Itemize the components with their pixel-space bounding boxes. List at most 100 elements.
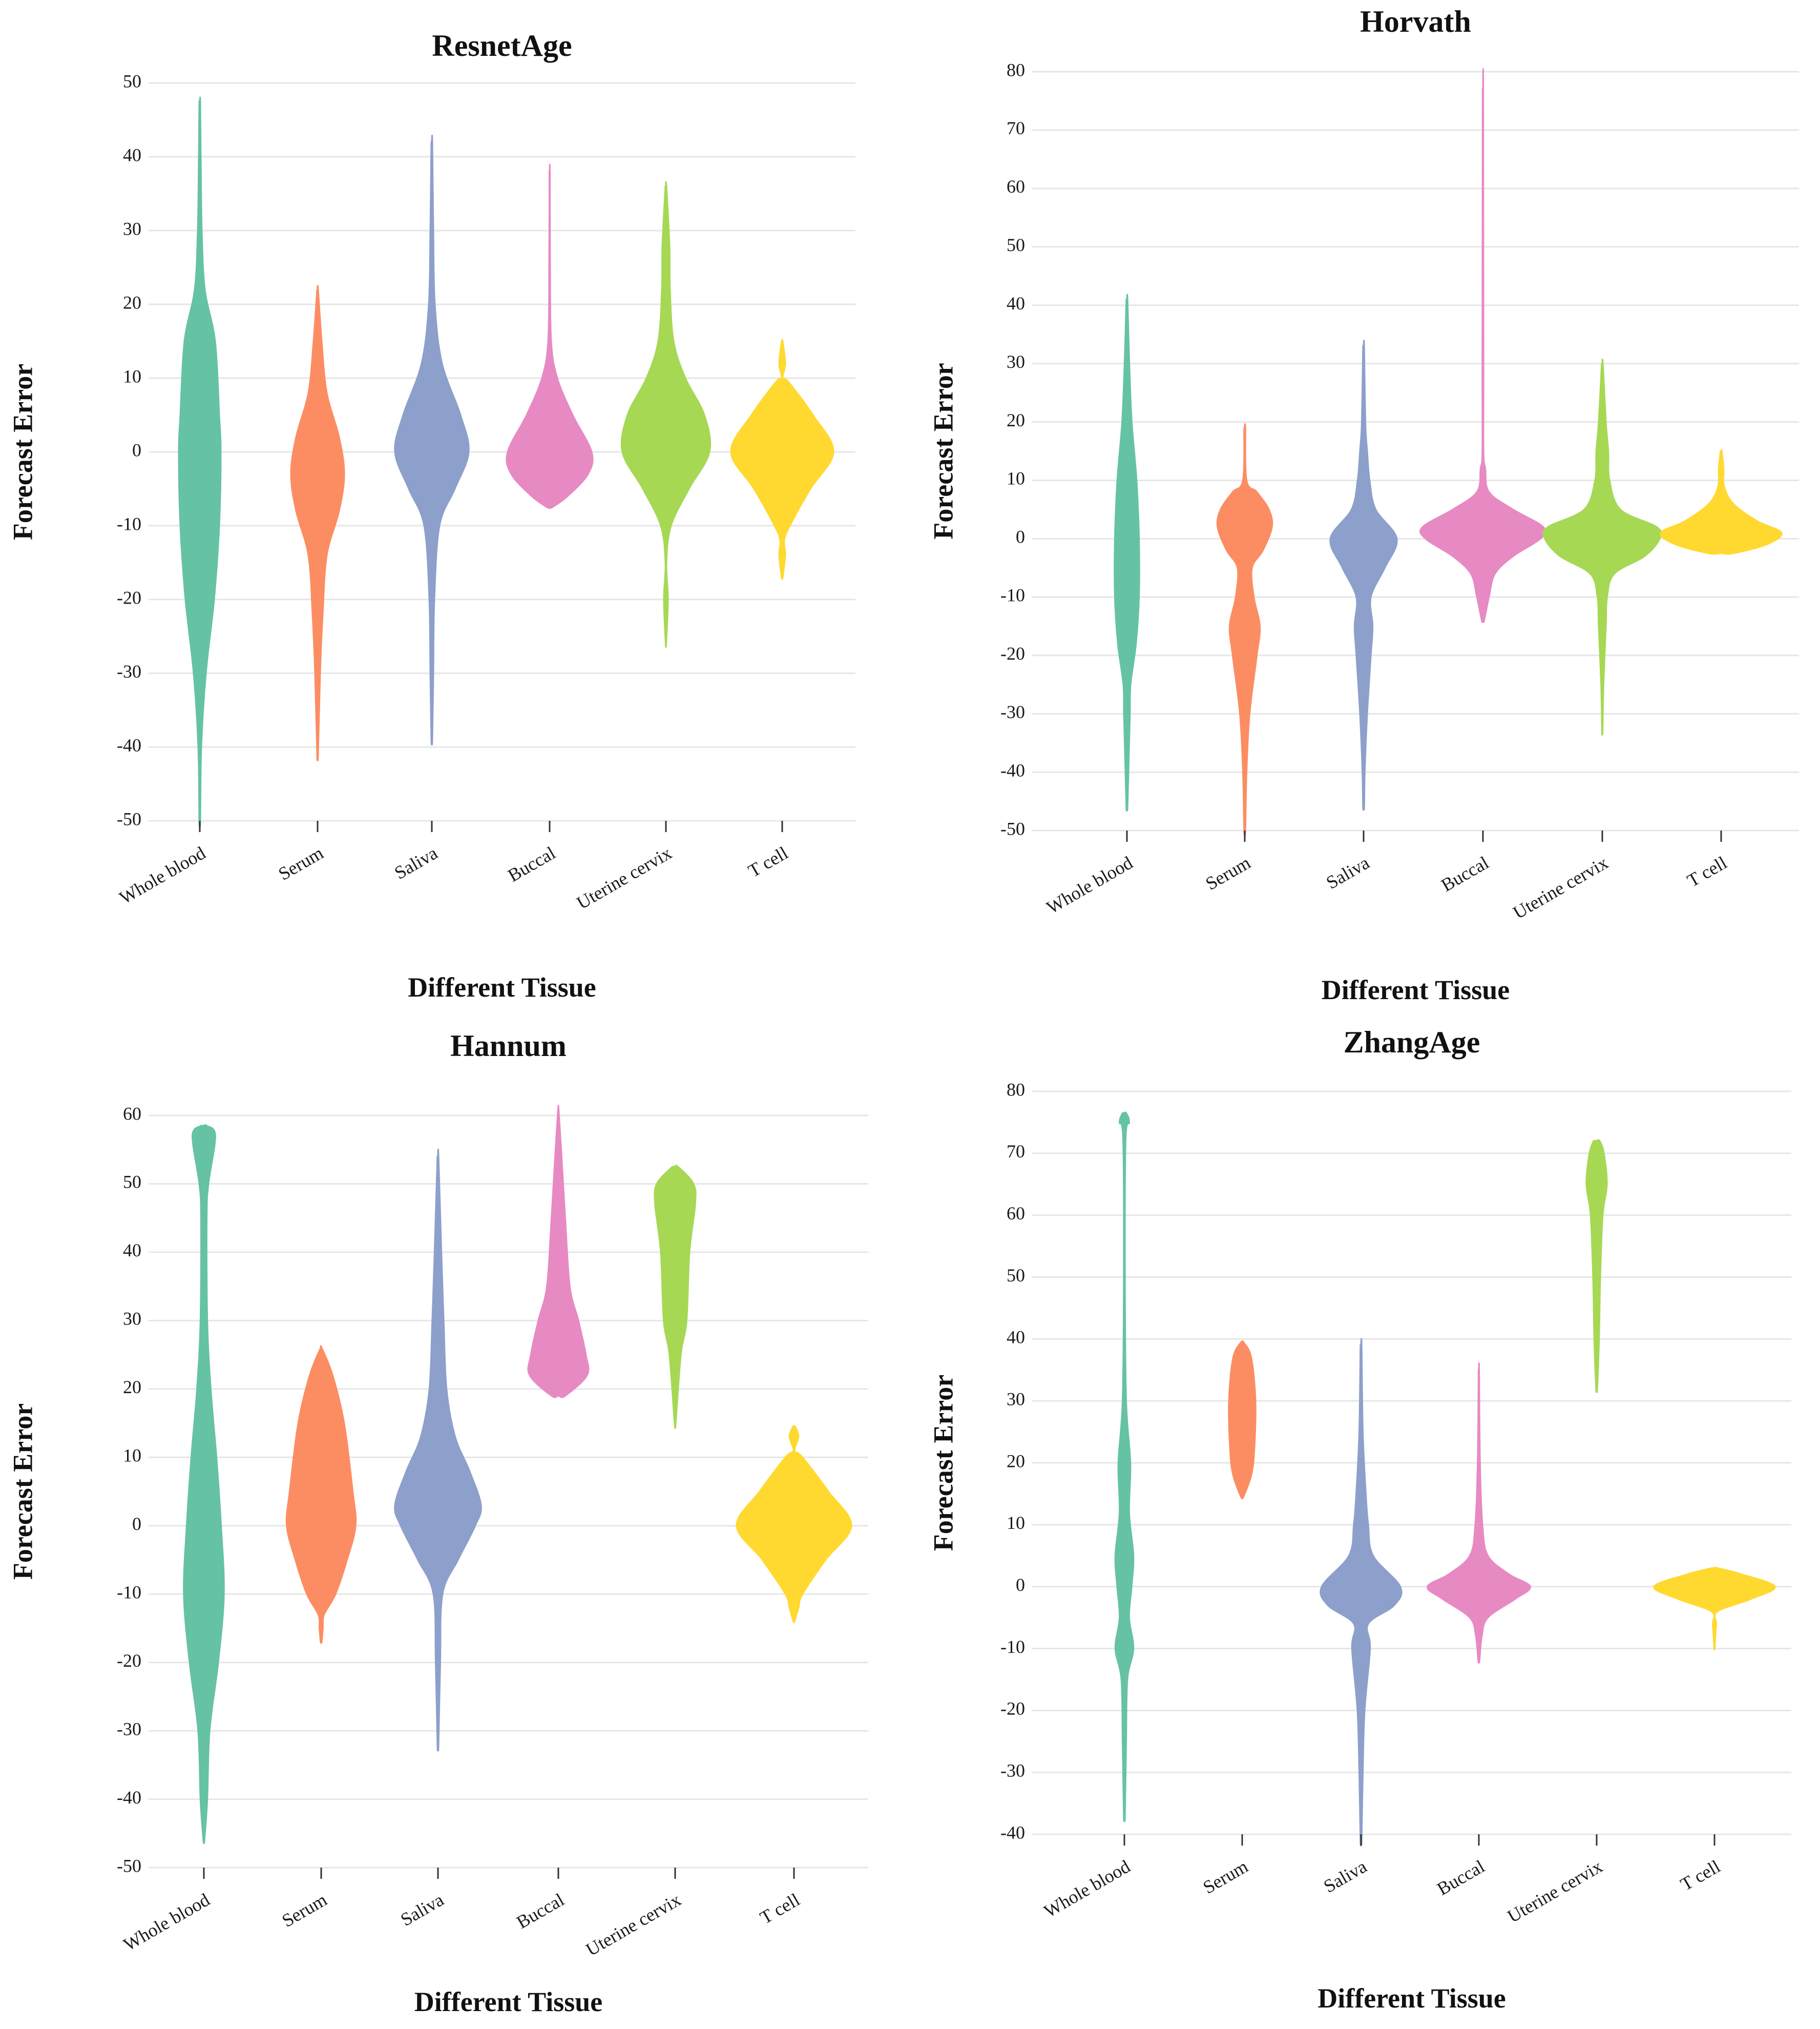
y-tick-label: -40 xyxy=(117,735,141,755)
y-tick-label: -20 xyxy=(117,587,141,608)
y-axis-label: Forecast Error xyxy=(928,1375,958,1551)
x-tick-label: Saliva xyxy=(391,842,441,883)
y-tick-label: 50 xyxy=(1007,1265,1025,1286)
y-tick-label: 40 xyxy=(1007,293,1025,314)
violin-saliva xyxy=(1320,1338,1403,1847)
y-tick-label: -20 xyxy=(1000,1699,1025,1719)
y-axis-label: Forecast Error xyxy=(928,363,958,539)
violin-t-cell xyxy=(1653,1567,1776,1650)
y-tick-label: -50 xyxy=(117,809,141,829)
chart-title: Hannum xyxy=(450,1029,567,1063)
y-tick-label: -30 xyxy=(117,1719,141,1739)
x-tick-label: Serum xyxy=(279,1889,330,1931)
x-axis-label: Different Tissue xyxy=(408,972,596,1003)
y-tick-label: 30 xyxy=(123,218,141,239)
x-tick-label: Saliva xyxy=(1320,1856,1370,1897)
violin-buccal xyxy=(1427,1362,1531,1664)
y-tick-label: -20 xyxy=(117,1650,141,1671)
x-tick-label: Saliva xyxy=(1323,852,1373,893)
x-axis-label: Different Tissue xyxy=(414,1986,603,2017)
chart-panel-horvath: Horvath Forecast Error Different Tissue … xyxy=(928,5,1799,1005)
y-tick-label: 60 xyxy=(1007,1203,1025,1224)
x-tick-label: Buccal xyxy=(1437,852,1492,896)
y-tick-label: 60 xyxy=(123,1103,141,1124)
x-tick-label: Serum xyxy=(1202,852,1254,894)
x-tick-label: Buccal xyxy=(513,1889,568,1933)
y-tick-label: -30 xyxy=(1000,701,1025,722)
y-tick-label: -10 xyxy=(1000,1637,1025,1657)
violin-buccal xyxy=(506,163,594,509)
x-tick-label: Whole blood xyxy=(1043,852,1136,918)
y-tick-label: -40 xyxy=(1000,1822,1025,1842)
y-tick-label: 70 xyxy=(1007,1141,1025,1162)
x-tick-label: Serum xyxy=(1200,1856,1251,1898)
violin-uterine-cervix xyxy=(1585,1139,1608,1393)
x-tick-label: Saliva xyxy=(397,1889,447,1930)
y-tick-label: 20 xyxy=(1007,1451,1025,1471)
y-tick-label: -50 xyxy=(117,1855,141,1876)
x-axis-label: Different Tissue xyxy=(1322,975,1510,1005)
y-tick-label: 40 xyxy=(1007,1327,1025,1348)
y-tick-label: -40 xyxy=(1000,760,1025,780)
chart-title: ResnetAge xyxy=(432,29,572,63)
y-tick-label: -30 xyxy=(1000,1760,1025,1780)
x-tick-label: Whole blood xyxy=(1040,1856,1134,1921)
violin-buccal xyxy=(527,1105,590,1398)
y-tick-label: 60 xyxy=(1007,176,1025,197)
y-tick-label: 0 xyxy=(132,440,141,460)
violin-whole-blood xyxy=(1114,294,1140,812)
y-tick-label: -10 xyxy=(1000,585,1025,606)
x-tick-label: T cell xyxy=(745,842,791,881)
violin-saliva xyxy=(394,1148,482,1752)
x-tick-label: Buccal xyxy=(1433,1856,1488,1899)
x-tick-label: Serum xyxy=(275,842,327,884)
y-tick-label: 10 xyxy=(123,1445,141,1466)
violin-uterine-cervix xyxy=(1542,358,1662,736)
chart-panel-zhangage: ZhangAge Forecast Error Different Tissue… xyxy=(928,1025,1791,2014)
y-tick-label: -10 xyxy=(117,1582,141,1602)
y-tick-label: 40 xyxy=(123,144,141,165)
x-tick-label: Uterine cervix xyxy=(1510,852,1612,923)
x-tick-label: Whole blood xyxy=(116,842,209,908)
y-tick-label: 20 xyxy=(123,292,141,313)
violin-uterine-cervix xyxy=(654,1165,697,1429)
violin-whole-blood xyxy=(183,1124,225,1844)
x-axis-label: Different Tissue xyxy=(1317,1983,1506,2014)
y-tick-label: 40 xyxy=(123,1240,141,1260)
violin-serum xyxy=(1228,1340,1257,1500)
y-tick-label: 30 xyxy=(1007,351,1025,372)
chart-panel-hannum: Hannum Forecast Error Different Tissue 6… xyxy=(7,1029,868,2017)
y-tick-label: 30 xyxy=(1007,1389,1025,1409)
chart-title: Horvath xyxy=(1360,5,1471,38)
x-tick-label: Buccal xyxy=(504,842,559,886)
x-tick-label: T cell xyxy=(1684,852,1730,891)
y-tick-label: -40 xyxy=(117,1787,141,1808)
y-tick-label: 0 xyxy=(1016,527,1025,547)
y-tick-label: 70 xyxy=(1007,118,1025,138)
violin-whole-blood xyxy=(1114,1111,1135,1822)
violin-saliva xyxy=(394,135,470,746)
y-tick-label: 50 xyxy=(123,1172,141,1192)
y-tick-label: -50 xyxy=(1000,818,1025,839)
y-tick-label: 10 xyxy=(1007,468,1025,489)
y-tick-label: 80 xyxy=(1007,1079,1025,1100)
x-tick-label: Whole blood xyxy=(120,1889,213,1955)
violin-uterine-cervix xyxy=(620,181,712,648)
x-tick-label: T cell xyxy=(757,1889,803,1928)
violin-serum xyxy=(285,1345,357,1644)
violin-whole-blood xyxy=(178,96,222,827)
violin-t-cell xyxy=(736,1425,852,1624)
y-tick-label: 50 xyxy=(123,71,141,91)
x-tick-label: Uterine cervix xyxy=(573,842,675,913)
violin-t-cell xyxy=(1660,449,1783,555)
x-tick-label: Uterine cervix xyxy=(582,1889,684,1960)
chart-title: ZhangAge xyxy=(1344,1025,1480,1059)
x-tick-label: Uterine cervix xyxy=(1504,1856,1606,1927)
chart-panel-resnetage: ResnetAge Forecast Error Different Tissu… xyxy=(7,29,855,1003)
x-tick-label: T cell xyxy=(1677,1856,1724,1895)
violin-t-cell xyxy=(730,339,834,580)
violin-buccal xyxy=(1419,68,1547,623)
y-axis-label: Forecast Error xyxy=(7,1403,38,1580)
y-tick-label: 20 xyxy=(123,1377,141,1397)
